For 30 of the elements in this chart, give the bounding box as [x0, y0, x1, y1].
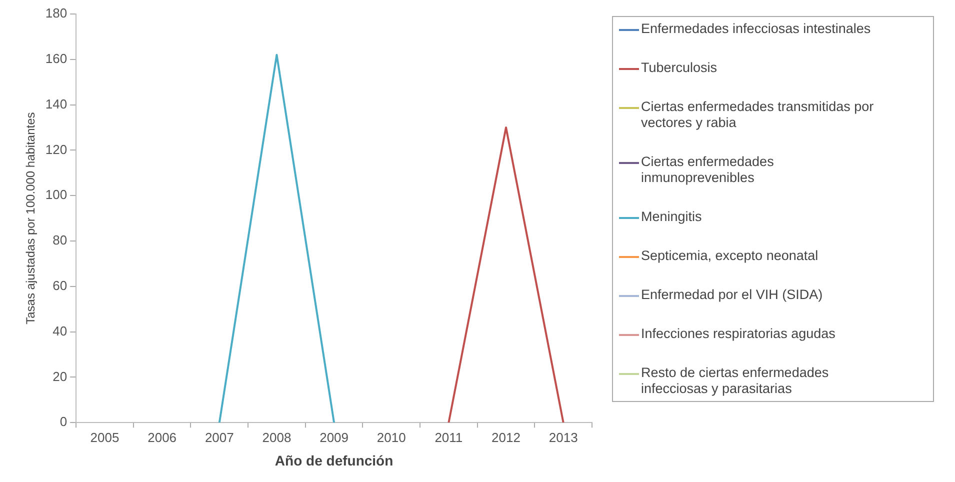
- x-tick-label: 2009: [320, 430, 349, 445]
- y-tick-label: 80: [52, 232, 68, 248]
- legend-label: Ciertas enfermedades transmitidas por vectores y rabia: [641, 99, 875, 131]
- x-tick-label: 2010: [376, 430, 406, 445]
- y-tick-label: 40: [52, 323, 68, 338]
- y-tick-label: 20: [52, 368, 68, 384]
- y-tick-label: 160: [45, 50, 68, 66]
- x-tick-label: 2011: [434, 430, 463, 445]
- x-tick-label: 2006: [148, 430, 177, 445]
- y-tick-label: 60: [52, 278, 68, 293]
- y-tick-label: 140: [45, 96, 68, 112]
- x-axis-title: Año de defunción: [274, 452, 394, 468]
- x-tick-label: 2005: [90, 430, 120, 445]
- x-tick-label: 2007: [204, 430, 234, 445]
- legend-label: Tuberculosis: [641, 60, 718, 76]
- x-tick-label: 2012: [492, 430, 520, 445]
- y-tick-label: 0: [60, 414, 68, 430]
- x-tick-label: 2008: [262, 430, 292, 445]
- legend-label: Enfermedad por el VIH (SIDA): [641, 287, 823, 303]
- legend-label: Ciertas enfermedades inmunoprevenibles: [641, 154, 775, 186]
- legend-label: Meningitis: [641, 209, 702, 225]
- y-tick-label: 100: [45, 187, 68, 202]
- legend-label: Septicemia, excepto neonatal: [641, 248, 818, 264]
- legend-label: Resto de ciertas enfermedades infecciosas y parasitarias: [641, 365, 830, 397]
- legend-label: Enfermedades infecciosas intestinales: [641, 21, 871, 37]
- legend-label: Infecciones respiratorias agudas: [641, 326, 836, 342]
- y-tick-label: 180: [45, 6, 68, 21]
- y-tick-label: 120: [45, 142, 68, 157]
- y-axis-title: Tasas ajustadas por 100.000 habitantes: [24, 112, 38, 324]
- x-tick-label: 2013: [548, 430, 578, 445]
